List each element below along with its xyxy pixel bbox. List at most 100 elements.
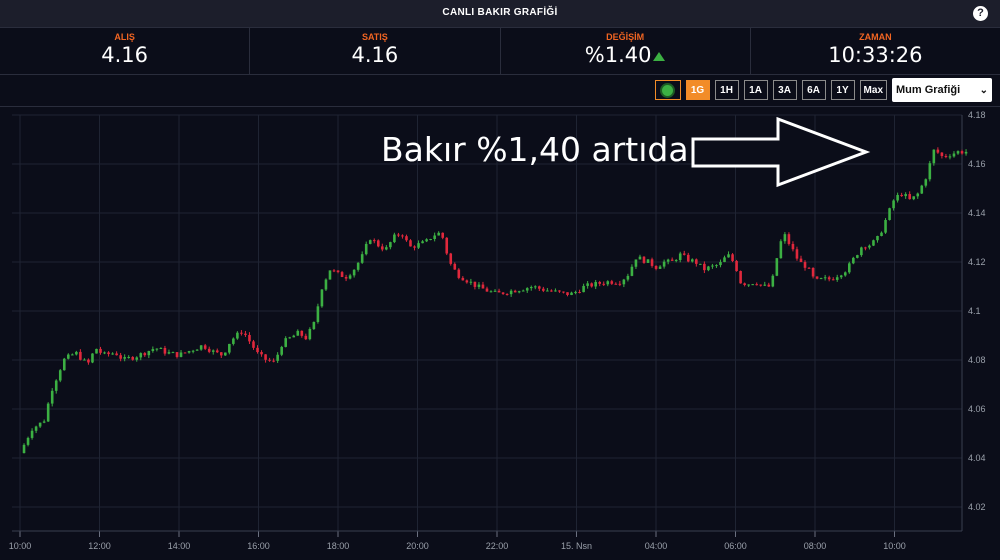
x-tick-label: 04:00 bbox=[645, 541, 668, 551]
range-button-6a[interactable]: 6A bbox=[801, 80, 826, 100]
candle-body bbox=[372, 240, 376, 242]
candle-body bbox=[690, 259, 694, 262]
candle-body bbox=[634, 259, 638, 267]
candle-body bbox=[759, 284, 763, 286]
candle-body bbox=[401, 235, 404, 237]
candle-body bbox=[658, 266, 662, 269]
candle-body bbox=[433, 235, 436, 239]
candle-body bbox=[244, 333, 247, 335]
candle-body bbox=[558, 290, 561, 292]
candle-body bbox=[409, 240, 412, 247]
up-triangle-icon bbox=[653, 52, 666, 61]
candle-body bbox=[856, 255, 859, 258]
range-button-3a[interactable]: 3A bbox=[772, 80, 797, 100]
candle-body bbox=[723, 257, 726, 263]
range-button-1a[interactable]: 1A bbox=[743, 80, 768, 100]
candle-body bbox=[389, 242, 392, 248]
candle-body bbox=[533, 286, 537, 288]
candle-body bbox=[767, 284, 771, 287]
stat-bid: ALIŞ 4.16 bbox=[0, 28, 251, 74]
candle-body bbox=[783, 234, 787, 242]
candle-body bbox=[147, 350, 151, 356]
candle-body bbox=[38, 422, 42, 427]
candle-body bbox=[900, 194, 903, 197]
candle-body bbox=[312, 321, 316, 329]
range-button-max[interactable]: Max bbox=[859, 80, 887, 100]
x-tick-label: 10:00 bbox=[9, 541, 32, 551]
stat-bid-value: 4.16 bbox=[101, 43, 148, 67]
candle-body bbox=[888, 208, 891, 220]
candle-body bbox=[843, 272, 847, 276]
candle-body bbox=[340, 272, 344, 277]
candle-body bbox=[711, 265, 714, 267]
y-tick-label: 4.02 bbox=[968, 502, 986, 512]
candle-body bbox=[582, 285, 585, 293]
chart-type-select[interactable]: Mum Grafiği ⌄ bbox=[892, 78, 992, 102]
candle-body bbox=[224, 352, 227, 356]
candle-body bbox=[799, 258, 803, 263]
candle-body bbox=[199, 345, 203, 350]
candle-body bbox=[179, 352, 183, 357]
candle-body bbox=[381, 246, 384, 250]
candle-body bbox=[332, 270, 336, 272]
candle-body bbox=[352, 269, 356, 276]
candle-body bbox=[203, 345, 207, 349]
candle-body bbox=[682, 253, 686, 255]
price-stats: ALIŞ 4.16 SATIŞ 4.16 DEĞİŞİM %1.40 ZAMAN… bbox=[0, 28, 1000, 75]
candle-body bbox=[916, 193, 920, 197]
candle-body bbox=[50, 390, 54, 404]
candle-body bbox=[646, 259, 650, 263]
candle-body bbox=[827, 277, 831, 280]
y-tick-label: 4.06 bbox=[968, 404, 986, 414]
candlestick-chart[interactable]: 4.18 4.16 4.14 4.12 4.1 4.08 4.06 4.04 4.02 10:00… bbox=[0, 107, 1000, 560]
page-title: CANLI BAKIR GRAFİĞİ bbox=[442, 7, 558, 18]
candle-body bbox=[58, 370, 62, 381]
candle-body bbox=[860, 247, 863, 256]
candle-body bbox=[892, 200, 895, 209]
candle-body bbox=[240, 332, 243, 334]
candle-body bbox=[948, 156, 952, 158]
candle-body bbox=[674, 260, 678, 262]
y-tick-label: 4.12 bbox=[968, 257, 986, 267]
live-button[interactable] bbox=[654, 80, 681, 100]
candle-body bbox=[791, 243, 795, 250]
candle-body bbox=[26, 437, 30, 445]
candle-body bbox=[622, 279, 626, 285]
y-tick-label: 4.14 bbox=[968, 208, 986, 218]
range-button-1h[interactable]: 1H bbox=[714, 80, 739, 100]
candle-body bbox=[360, 254, 364, 263]
candle-body bbox=[67, 354, 70, 359]
candle-body bbox=[654, 265, 658, 269]
y-tick-label: 4.1 bbox=[968, 306, 981, 316]
range-buttons: 1G 1H 1A 3A 6A 1Y Max Mum Grafiği ⌄ bbox=[650, 78, 992, 102]
candle-body bbox=[876, 235, 879, 241]
candle-body bbox=[75, 351, 78, 355]
candle-body bbox=[550, 290, 553, 292]
candle-body bbox=[127, 357, 130, 359]
candle-body bbox=[513, 290, 517, 293]
candle-body bbox=[232, 338, 235, 344]
candle-body bbox=[819, 278, 823, 280]
candle-body bbox=[735, 260, 738, 272]
help-icon[interactable]: ? bbox=[973, 6, 988, 21]
candle-body bbox=[284, 338, 287, 347]
candle-body bbox=[183, 352, 187, 354]
range-button-1g[interactable]: 1G bbox=[685, 80, 710, 100]
range-button-1y[interactable]: 1Y bbox=[830, 80, 855, 100]
candle-body bbox=[441, 232, 445, 238]
candle-body bbox=[940, 152, 944, 157]
candle-body bbox=[151, 349, 155, 351]
candle-body bbox=[99, 348, 102, 353]
header-bar: CANLI BAKIR GRAFİĞİ ? bbox=[0, 0, 1000, 28]
candle-body bbox=[699, 263, 702, 265]
candle-body bbox=[248, 334, 251, 342]
candle-body bbox=[501, 292, 505, 294]
candle-body bbox=[54, 380, 58, 391]
candle-body bbox=[219, 352, 223, 356]
candle-body bbox=[932, 149, 936, 164]
candle-body bbox=[280, 346, 283, 355]
candle-body bbox=[678, 253, 682, 261]
candle-body bbox=[437, 232, 440, 236]
candle-body bbox=[71, 354, 74, 356]
candle-body bbox=[509, 290, 513, 295]
